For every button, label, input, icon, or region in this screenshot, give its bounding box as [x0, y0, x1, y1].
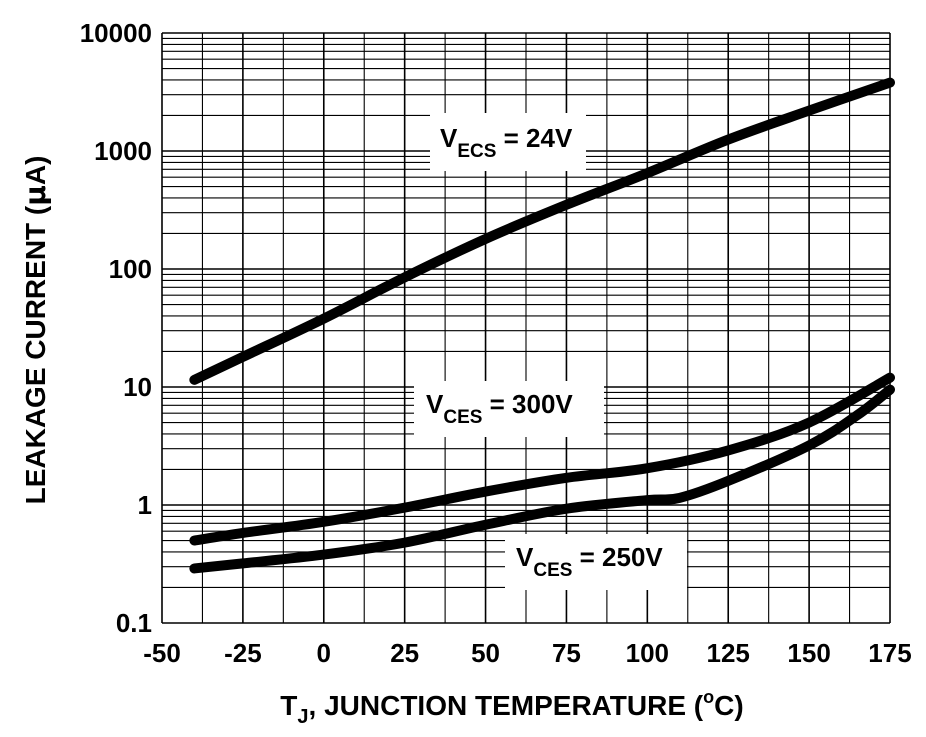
x-tick-label: -50: [143, 638, 181, 668]
y-tick-label: 10000: [80, 18, 152, 48]
y-tick-label: 0.1: [116, 608, 152, 638]
y-tick-labels: 0.1 1 10 100 1000 10000: [80, 18, 152, 638]
series-lines: [189, 77, 895, 574]
y-tick-label: 1: [138, 490, 152, 520]
x-tick-label: 100: [626, 638, 669, 668]
series-label-bg: [414, 381, 604, 437]
x-tick-label: 175: [868, 638, 911, 668]
x-axis-label: TJ, JUNCTION TEMPERATURE (oC): [280, 687, 743, 728]
x-tick-label: -25: [224, 638, 262, 668]
x-tick-labels: -50 -25 0 25 50 75 100 125 150 175: [143, 638, 911, 668]
x-tick-label: 125: [707, 638, 750, 668]
y-axis-label: LEAKAGE CURRENT (μA): [19, 156, 52, 505]
series-label-bg: [505, 534, 687, 590]
y-tick-label: 100: [109, 254, 152, 284]
y-tick-label: 10: [123, 372, 152, 402]
series-label-vces-300v: VCES = 300V: [414, 381, 604, 437]
series-line-1: [189, 372, 895, 546]
series-label-vces-250v: VCES = 250V: [505, 534, 687, 590]
grid: [161, 32, 891, 624]
series-line-2: [189, 384, 895, 574]
x-tick-label: 150: [787, 638, 830, 668]
x-tick-label: 0: [317, 638, 331, 668]
series-label-text: VECS = 24V: [440, 123, 573, 162]
x-tick-label: 75: [552, 638, 581, 668]
series-label-text: VCES = 300V: [426, 389, 573, 428]
series-label-text: VCES = 250V: [516, 542, 663, 581]
series-label-vecs-24v: VECS = 24V: [430, 113, 586, 171]
series-label-bg: [430, 113, 586, 171]
x-tick-label: 50: [471, 638, 500, 668]
series-line-0: [189, 77, 895, 385]
x-tick-label: 25: [390, 638, 419, 668]
y-tick-label: 1000: [94, 136, 152, 166]
